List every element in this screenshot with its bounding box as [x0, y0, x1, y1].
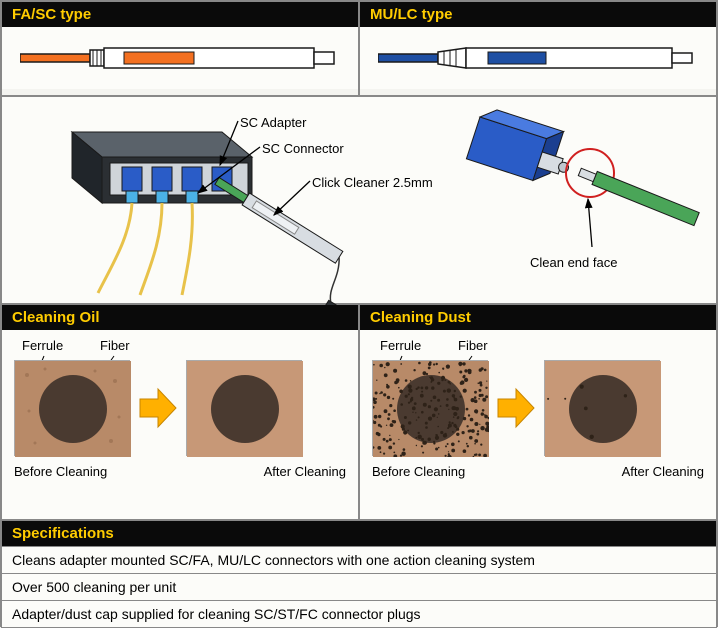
- label-sc-adapter: SC Adapter: [240, 115, 307, 130]
- spec-line-0: Cleans adapter mounted SC/FA, MU/LC conn…: [1, 547, 717, 574]
- mu-lc-pen-icon: [378, 40, 698, 76]
- label-click-cleaner: Click Cleaner 2.5mm: [312, 175, 433, 190]
- mu-lc-pen-stage: [360, 27, 716, 89]
- patch-panel-illustration: [2, 97, 432, 305]
- spec-line-1: Over 500 cleaning per unit: [1, 574, 717, 601]
- usage-diagram-row: SC Adapter SC Connector Click Cleaner 2.…: [1, 96, 717, 304]
- fa-sc-pen-stage: [2, 27, 358, 89]
- cleaning-oil-cell: Cleaning Oil Ferrule Fiber: [1, 304, 359, 520]
- cleaning-dust-title: Cleaning Dust: [360, 305, 716, 330]
- specifications-title: Specifications: [1, 520, 717, 547]
- oil-before-image: [14, 360, 130, 456]
- mu-lc-title: MU/LC type: [360, 2, 716, 27]
- fa-sc-title: FA/SC type: [2, 2, 358, 27]
- dust-before-image: [372, 360, 488, 456]
- type-header-row: FA/SC type: [1, 1, 717, 96]
- arrow-icon: [496, 383, 536, 433]
- dust-after-image: [544, 360, 660, 456]
- cleaning-dust-cell: Cleaning Dust Ferrule Fiber: [359, 304, 717, 520]
- dust-after-caption: After Cleaning: [622, 464, 704, 479]
- end-face-illustration: [450, 97, 710, 305]
- fa-sc-cell: FA/SC type: [1, 1, 359, 96]
- cleaning-oil-title: Cleaning Oil: [2, 305, 358, 330]
- spec-line-2: Adapter/dust cap supplied for cleaning S…: [1, 601, 717, 628]
- fa-sc-pen-icon: [20, 40, 340, 76]
- oil-before-caption: Before Cleaning: [14, 464, 107, 479]
- label-sc-connector: SC Connector: [262, 141, 344, 156]
- mu-lc-cell: MU/LC type: [359, 1, 717, 96]
- label-clean-end-face: Clean end face: [530, 255, 617, 270]
- dust-before-caption: Before Cleaning: [372, 464, 465, 479]
- oil-after-image: [186, 360, 302, 456]
- product-spec-panel: FA/SC type: [0, 0, 718, 627]
- cleaning-comparison-row: Cleaning Oil Ferrule Fiber: [1, 304, 717, 520]
- arrow-icon: [138, 383, 178, 433]
- oil-after-caption: After Cleaning: [264, 464, 346, 479]
